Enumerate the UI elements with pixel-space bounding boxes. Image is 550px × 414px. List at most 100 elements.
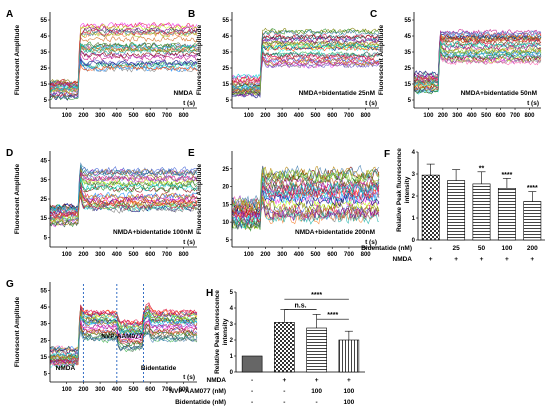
trace-line [49, 42, 198, 93]
x-axis-label: t (s) [365, 100, 377, 107]
x-tick-label: 200 [260, 113, 271, 119]
trace-line [50, 56, 197, 87]
trace-line [49, 22, 198, 92]
row-label: Bidentatide (nM) [175, 399, 226, 406]
y-tick-label: 15 [404, 82, 411, 88]
significance-label: **** [527, 185, 538, 192]
trace-line [413, 45, 542, 83]
trace-line [413, 40, 542, 93]
y-tick-label: 25 [40, 338, 47, 344]
y-tick-label: 2 [412, 194, 416, 200]
x-tick-label: 100 [62, 252, 73, 258]
x-tick-label: 300 [95, 252, 106, 258]
bar [338, 339, 360, 373]
x-tick-label: 300 [452, 113, 463, 119]
x-tick-label: 600 [327, 113, 338, 119]
trace-line [231, 166, 380, 215]
trace-line [413, 36, 542, 91]
trace-line [231, 48, 380, 90]
panel-letter: F [384, 149, 390, 160]
trace-group [231, 27, 380, 99]
trace-line [49, 324, 198, 353]
y-tick-label: 25 [222, 167, 229, 173]
x-tick-label: 100 [423, 113, 434, 119]
trace-group [49, 22, 198, 101]
x-tick-label: 100 [62, 113, 73, 119]
x-tick-label: 800 [524, 113, 535, 119]
x-tick-label: 700 [344, 252, 355, 258]
y-tick-label: 35 [40, 322, 47, 328]
x-tick-label: 300 [95, 113, 106, 119]
significance-label: **** [311, 292, 322, 299]
x-tick-label: 400 [112, 387, 123, 393]
row-value: - [251, 399, 253, 406]
row2-value: + [530, 256, 534, 263]
panel-letter: B [188, 9, 195, 20]
x-tick-label: 500 [311, 252, 322, 258]
x-tick-label: 400 [294, 113, 305, 119]
y-axis-label: Fluorescent Amplitude [14, 297, 21, 368]
trace-line [413, 35, 542, 88]
y-tick-label: 5 [408, 98, 412, 104]
x-tick-label: 200 [438, 113, 449, 119]
y-tick-label: 15 [40, 355, 47, 361]
y-axis-label-2: intensity [404, 176, 411, 203]
trace-line [49, 29, 198, 100]
trace-line [49, 28, 198, 87]
trace-line [231, 42, 380, 80]
x-tick-label: 800 [361, 252, 372, 258]
row-value: + [282, 377, 286, 384]
y-axis-label: Fluorescent Amplitude [378, 25, 385, 96]
y-tick-label: 45 [40, 34, 47, 40]
x-tick-label: 700 [510, 113, 521, 119]
trace-line [231, 177, 380, 229]
event-label: NVP-AAM077 [101, 333, 143, 340]
y-tick-label: 20 [222, 185, 229, 191]
trace-line [231, 172, 380, 209]
trace-line [231, 40, 380, 94]
trace-line [49, 52, 198, 88]
y-tick-label: 45 [40, 159, 47, 165]
trace-line [231, 201, 380, 230]
bar [421, 174, 440, 241]
y-axis-label: Fluorescent Amplitude [196, 164, 203, 235]
trace-line [231, 167, 380, 212]
trace-line [49, 58, 198, 101]
y-tick-label: 2 [230, 338, 234, 344]
significance-label: **** [501, 172, 512, 179]
condition-label: NMDA+bidentatide 100nM [113, 229, 193, 236]
trace-line [49, 41, 198, 101]
trace-line [49, 50, 198, 88]
trace-group [231, 164, 380, 232]
y-tick-label: 0 [412, 238, 416, 244]
row-value: - [251, 377, 253, 384]
trace-line [231, 189, 380, 225]
x-axis-label: t (s) [527, 100, 539, 107]
panel-letter: H [206, 288, 213, 299]
y-axis-label: Relative Peak fluorescence [396, 148, 403, 232]
y-tick-label: 5 [44, 98, 48, 104]
trace-line [49, 49, 198, 93]
trace-line [413, 41, 541, 79]
row-value: 100 [343, 399, 354, 406]
x-tick-label: 800 [179, 252, 190, 258]
significance-label: ** [479, 165, 485, 172]
row-value: + [315, 377, 319, 384]
trace-line [231, 29, 380, 92]
trace-line [231, 33, 380, 89]
y-tick-label: 15 [40, 82, 47, 88]
row-value: 100 [343, 388, 354, 395]
trace-line [49, 193, 198, 223]
row-value: - [283, 399, 285, 406]
y-tick-label: 55 [40, 18, 47, 24]
trace-line [231, 180, 380, 226]
y-tick-label: 0 [230, 370, 234, 376]
y-tick-label: 5 [226, 98, 230, 104]
row-value: - [316, 399, 318, 406]
row-label: NMDA [207, 377, 227, 384]
y-tick-label: 15 [222, 202, 229, 208]
x-tick-label: 400 [112, 252, 123, 258]
x-tick-label: 600 [496, 113, 507, 119]
x-tick-label: 100 [62, 387, 73, 393]
